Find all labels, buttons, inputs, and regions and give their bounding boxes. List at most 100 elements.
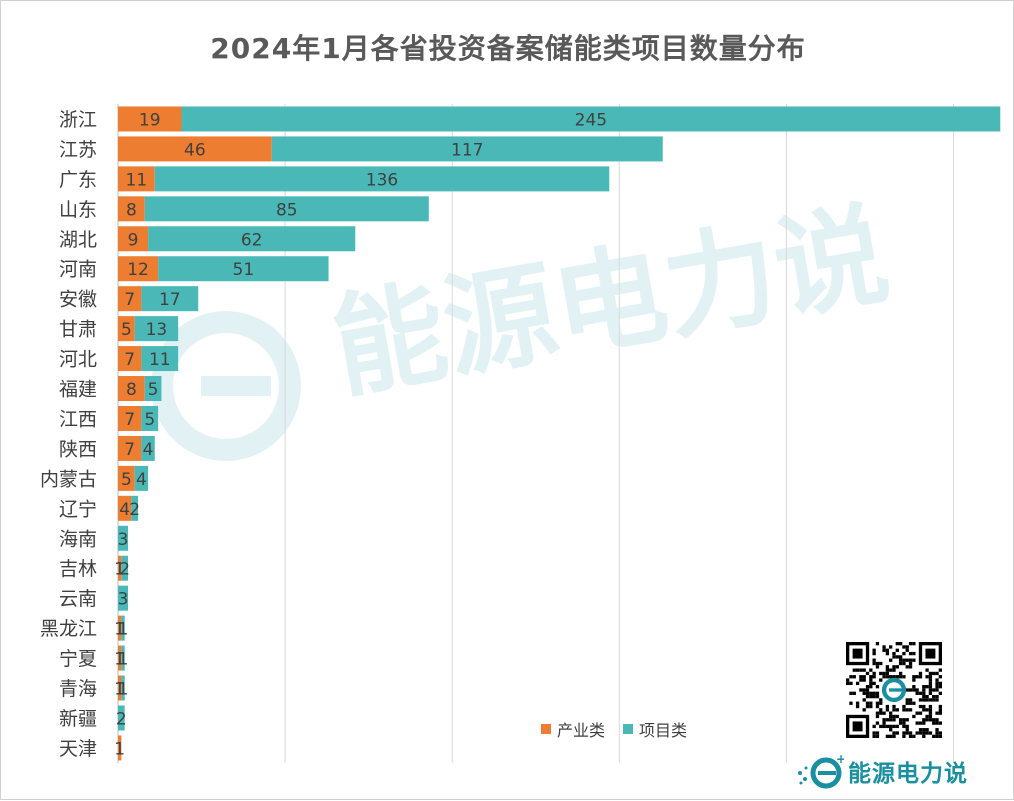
bar-industry [118, 555, 122, 581]
bar-industry [118, 106, 182, 132]
bar-industry [118, 376, 145, 402]
data-label-project: 117 [451, 140, 483, 160]
bar-project [181, 106, 1001, 132]
category-label: 浙江 [59, 109, 97, 131]
bar-industry [118, 136, 272, 162]
bar-project [141, 435, 155, 461]
category-label: 广东 [59, 169, 97, 191]
category-label: 山东 [59, 199, 97, 221]
legend-swatch-project [623, 724, 634, 734]
category-label: 安徽 [59, 289, 97, 311]
bar-project [121, 645, 125, 671]
data-label-industry: 8 [126, 200, 137, 220]
category-label: 辽宁 [59, 498, 97, 520]
brand-logo: + 能源电力说 [796, 753, 968, 789]
category-label: 青海 [59, 678, 97, 700]
data-label-project: 5 [148, 380, 159, 400]
data-label-project: 1 [118, 650, 129, 670]
data-label-industry: 7 [124, 410, 135, 430]
data-label-project: 3 [118, 530, 129, 550]
legend-label-project: 项目类 [639, 721, 688, 740]
bar-industry [118, 495, 132, 521]
brand-e-icon: + [798, 753, 844, 789]
category-label: 陕西 [59, 438, 97, 460]
data-label-industry: 46 [184, 140, 206, 160]
data-label-project: 2 [119, 560, 130, 580]
bar-project [131, 495, 139, 521]
bar-project [121, 615, 125, 641]
bar-project [144, 376, 162, 402]
category-label: 甘肃 [59, 319, 97, 341]
legend-label-industry: 产业类 [557, 721, 606, 740]
bar-industry [118, 256, 159, 282]
bar-industry [118, 735, 122, 761]
data-label-industry: 7 [124, 290, 135, 310]
data-label-project: 51 [233, 260, 255, 280]
data-label-industry: 9 [128, 230, 139, 250]
bar-project [141, 405, 159, 431]
category-label: 吉林 [59, 558, 97, 580]
category-label: 新疆 [59, 708, 97, 730]
category-label: 宁夏 [59, 648, 97, 670]
data-label-project: 4 [136, 470, 147, 490]
brand-name: 能源电力说 [848, 761, 968, 787]
data-label-industry: 7 [124, 350, 135, 370]
bar-project [148, 226, 356, 252]
category-label: 海南 [59, 528, 97, 550]
bar-industry [118, 405, 142, 431]
data-label-project: 3 [118, 590, 129, 610]
bar-industry [118, 645, 122, 671]
bar-project [141, 286, 199, 312]
category-label: 云南 [59, 588, 97, 610]
data-label-project: 85 [276, 200, 298, 220]
data-label-project: 4 [143, 440, 154, 460]
category-label: 天津 [59, 738, 97, 760]
data-label-industry: 5 [121, 470, 132, 490]
category-label: 福建 [59, 379, 97, 401]
bar-project [121, 555, 129, 581]
bar-industry [118, 465, 135, 491]
data-label-project: 5 [144, 410, 155, 430]
bar-project [154, 166, 610, 192]
data-label-industry: 11 [126, 170, 148, 190]
bar-industry [118, 435, 142, 461]
legend-swatch-industry [541, 724, 551, 734]
category-label: 黑龙江 [40, 618, 97, 640]
category-label: 内蒙古 [40, 468, 97, 490]
data-label-industry: 1 [114, 650, 125, 670]
data-label-project: 2 [129, 500, 140, 520]
bar-project [144, 196, 429, 222]
bar-project [134, 316, 179, 342]
data-label-industry: 5 [121, 320, 132, 340]
bar-project [121, 675, 125, 701]
bar-industry [118, 226, 149, 252]
data-label-industry: 8 [126, 380, 137, 400]
bar-project [134, 465, 149, 491]
bar-industry [118, 316, 135, 342]
data-label-project: 1 [118, 680, 129, 700]
bar-project [118, 585, 129, 611]
data-label-project: 17 [159, 290, 181, 310]
legend: 产业类 项目类 [541, 717, 705, 741]
bar-industry [118, 286, 142, 312]
legend-item-industry: 产业类 [541, 717, 605, 741]
data-label-project: 136 [366, 170, 398, 190]
data-label-industry: 1 [114, 739, 125, 759]
category-label: 湖北 [59, 229, 97, 251]
bar-industry [118, 346, 142, 372]
legend-item-project: 项目类 [623, 717, 687, 741]
data-label-industry: 4 [119, 500, 130, 520]
data-label-industry: 1 [114, 680, 125, 700]
category-label: 江西 [59, 408, 97, 430]
bar-project [158, 256, 329, 282]
bar-industry [118, 675, 122, 701]
data-label-project: 2 [116, 709, 127, 729]
data-label-project: 11 [149, 350, 171, 370]
bar-project [118, 525, 129, 551]
data-label-industry: 7 [124, 440, 135, 460]
data-label-industry: 1 [114, 620, 125, 640]
bar-industry [118, 615, 122, 641]
category-label: 河南 [59, 259, 97, 281]
